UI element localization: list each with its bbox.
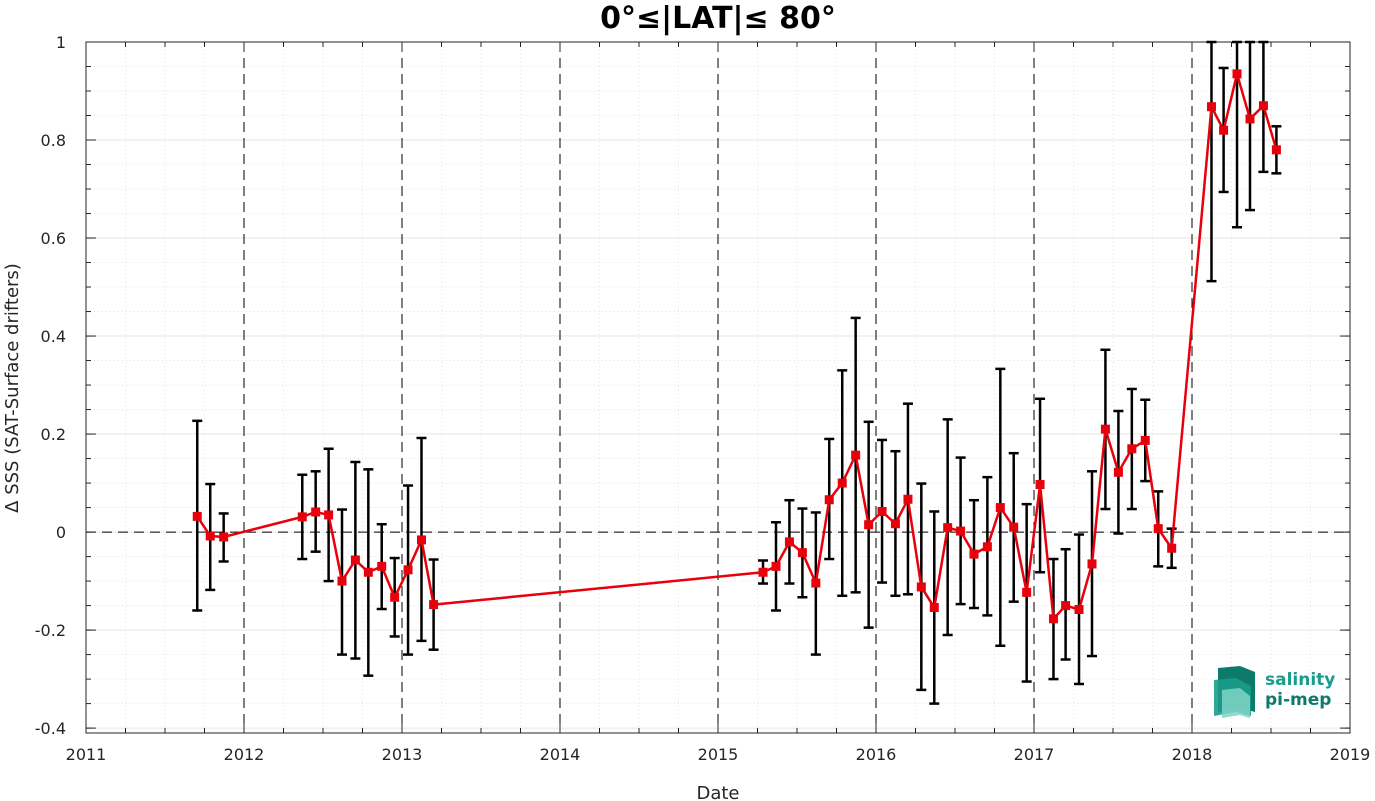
data-point-marker bbox=[995, 503, 1005, 513]
x-tick-label: 2019 bbox=[1330, 745, 1371, 764]
salinity-pi-mep-logo: salinity pi-mep bbox=[1214, 666, 1335, 718]
data-point-marker bbox=[390, 592, 400, 602]
data-point-marker bbox=[377, 561, 387, 571]
wave-logo-icon bbox=[1214, 666, 1255, 718]
data-point-marker bbox=[758, 567, 768, 577]
data-point-marker bbox=[205, 531, 215, 541]
data-point-marker bbox=[363, 567, 373, 577]
series-line bbox=[196, 72, 1278, 621]
data-point-marker bbox=[811, 578, 821, 588]
data-point-marker bbox=[219, 532, 229, 542]
reference-lines bbox=[86, 42, 1350, 733]
data-point-marker bbox=[1271, 145, 1281, 155]
data-point-marker bbox=[877, 506, 887, 516]
y-tick-label: 0.4 bbox=[41, 327, 66, 346]
x-tick-label: 2012 bbox=[224, 745, 265, 764]
x-tick-label: 2011 bbox=[66, 745, 107, 764]
x-tick-label: 2018 bbox=[1172, 745, 1213, 764]
data-point-marker bbox=[1074, 605, 1084, 615]
data-point-marker bbox=[943, 523, 953, 533]
x-axis-title: Date bbox=[696, 783, 739, 801]
data-point-marker bbox=[797, 548, 807, 558]
data-point-marker bbox=[403, 565, 413, 575]
x-tick-label: 2014 bbox=[540, 745, 581, 764]
y-tick-label: 0.6 bbox=[41, 229, 66, 248]
data-point-marker bbox=[1009, 522, 1019, 532]
data-point-marker bbox=[851, 450, 861, 460]
data-point-marker bbox=[1206, 102, 1216, 112]
y-tick-label: 0.8 bbox=[41, 131, 66, 150]
axis-ticks bbox=[85, 41, 1351, 733]
data-point-marker bbox=[982, 542, 992, 552]
data-point-marker bbox=[1140, 435, 1150, 445]
data-point-marker bbox=[1022, 587, 1032, 597]
data-point-marker bbox=[1048, 614, 1058, 624]
data-point-marker bbox=[969, 549, 979, 559]
y-tick-labels: -0.4 -0.2 0 0.2 0.4 0.6 0.8 1 bbox=[35, 33, 66, 738]
data-point-marker bbox=[1219, 125, 1229, 135]
x-tick-labels: 2011 2012 2013 2014 2015 2016 2017 2018 2019 bbox=[66, 745, 1371, 764]
y-tick-label: -0.4 bbox=[35, 719, 66, 738]
data-point-marker bbox=[1113, 467, 1123, 477]
series-markers bbox=[192, 69, 1281, 624]
logo-text-salinity: salinity bbox=[1265, 670, 1335, 690]
data-point-marker bbox=[192, 511, 202, 521]
data-point-marker bbox=[416, 535, 426, 545]
x-tick-label: 2016 bbox=[856, 745, 897, 764]
data-point-marker bbox=[1245, 114, 1255, 124]
data-point-marker bbox=[1153, 524, 1163, 534]
data-point-marker bbox=[771, 561, 781, 571]
y-tick-label: -0.2 bbox=[35, 621, 66, 640]
data-point-marker bbox=[1127, 444, 1137, 454]
x-tick-label: 2017 bbox=[1014, 745, 1055, 764]
x-tick-label: 2013 bbox=[382, 745, 423, 764]
data-point-marker bbox=[929, 603, 939, 613]
data-point-marker bbox=[324, 510, 334, 520]
data-point-marker bbox=[903, 494, 913, 504]
data-point-marker bbox=[1035, 480, 1045, 490]
data-point-marker bbox=[1061, 601, 1071, 611]
data-point-marker bbox=[337, 576, 347, 586]
data-point-marker bbox=[297, 512, 307, 522]
y-tick-label: 0.2 bbox=[41, 425, 66, 444]
data-point-marker bbox=[429, 600, 439, 610]
x-tick-label: 2015 bbox=[698, 745, 739, 764]
data-point-marker bbox=[1087, 559, 1097, 569]
data-point-marker bbox=[824, 495, 834, 505]
data-point-marker bbox=[864, 520, 874, 530]
data-point-marker bbox=[1167, 543, 1177, 553]
data-point-marker bbox=[916, 582, 926, 592]
data-point-marker bbox=[1232, 69, 1242, 79]
y-tick-label: 0 bbox=[56, 523, 66, 542]
logo-text-pi-mep: pi-mep bbox=[1265, 690, 1331, 710]
data-point-marker bbox=[837, 478, 847, 488]
data-point-marker bbox=[956, 526, 966, 536]
y-tick-label: 1 bbox=[56, 33, 66, 52]
data-point-marker bbox=[1100, 424, 1110, 434]
series-line-group bbox=[196, 72, 1278, 621]
data-point-marker bbox=[350, 555, 360, 565]
data-point-marker bbox=[311, 507, 321, 517]
data-point-marker bbox=[890, 519, 900, 529]
data-point-marker bbox=[784, 537, 794, 547]
chart-title: 0°≤|LAT|≤ 80° bbox=[600, 1, 836, 36]
data-point-marker bbox=[1258, 101, 1268, 111]
y-axis-title: Δ SSS (SAT-Surface drifters) bbox=[2, 263, 23, 513]
